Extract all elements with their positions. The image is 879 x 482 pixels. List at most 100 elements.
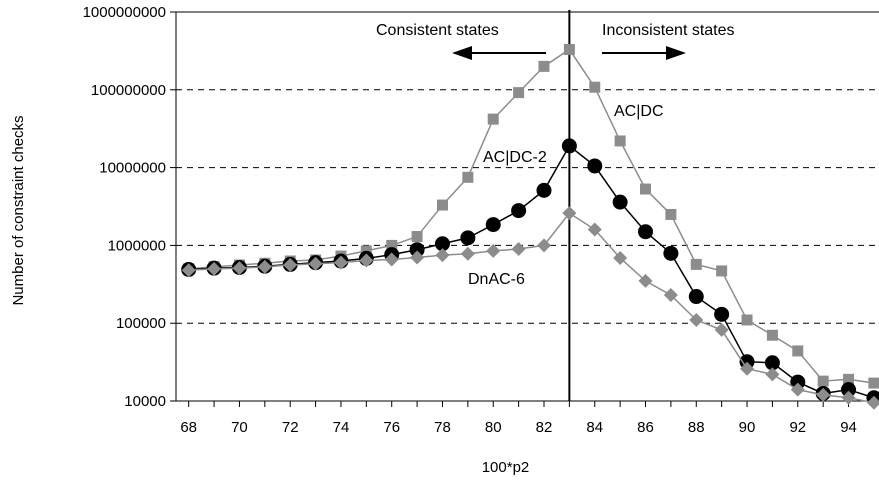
left-arrow-head — [452, 46, 472, 60]
data-point-circle — [841, 382, 857, 398]
data-point-diamond — [308, 256, 323, 271]
data-point-square — [741, 314, 753, 326]
data-point-diamond — [562, 206, 577, 221]
x-tick-label: 72 — [282, 419, 299, 436]
y-tick-label: 1000000 — [108, 237, 166, 254]
inconsistent-states-label: Inconsistent states — [602, 22, 735, 39]
series-ac-dc-2 — [181, 138, 879, 406]
data-point-circle — [612, 194, 628, 210]
data-point-square — [462, 171, 474, 183]
data-point-diamond — [359, 253, 374, 268]
data-point-circle — [536, 182, 552, 198]
x-tick-label: 76 — [383, 419, 400, 436]
data-point-circle — [561, 138, 577, 154]
data-point-square — [513, 87, 525, 99]
data-point-circle — [764, 355, 780, 371]
x-axis-title: 100*p2 — [482, 459, 530, 476]
data-point-square — [589, 81, 601, 93]
data-point-circle — [638, 224, 654, 240]
data-point-diamond — [638, 273, 653, 288]
x-tick-label: 70 — [231, 419, 248, 436]
data-point-diamond — [663, 288, 678, 303]
y-tick-label: 10000000 — [99, 160, 166, 177]
series-line — [188, 48, 875, 384]
data-point-square — [640, 183, 652, 195]
x-tick-label: 90 — [739, 419, 756, 436]
y-tick-label: 10000 — [124, 393, 166, 410]
data-point-diamond — [714, 322, 729, 337]
y-axis-title: Number of constraint checks — [10, 115, 27, 305]
data-point-circle — [460, 230, 476, 246]
data-point-diamond — [841, 390, 856, 405]
data-point-square — [665, 208, 677, 220]
y-tick-label: 100000000 — [91, 82, 166, 99]
data-point-circle — [511, 203, 527, 219]
data-point-diamond — [486, 243, 501, 258]
right-arrow-head — [666, 46, 686, 60]
x-tick-label: 74 — [333, 419, 350, 436]
data-point-diamond — [232, 261, 247, 276]
x-tick-label: 92 — [789, 419, 806, 436]
consistent-states-label: Consistent states — [376, 22, 499, 39]
data-point-diamond — [384, 252, 399, 267]
data-point-square — [436, 199, 448, 211]
data-point-diamond — [511, 241, 526, 256]
data-point-circle — [739, 354, 755, 370]
data-point-circle — [688, 289, 704, 305]
x-tick-label: 86 — [637, 419, 654, 436]
data-point-diamond — [536, 238, 551, 253]
axes: 10000 100000 1000000 10000000 100000000 10000… — [10, 4, 879, 476]
series-group — [181, 43, 879, 410]
data-point-square — [868, 377, 879, 389]
data-point-square — [538, 60, 550, 72]
x-tick-label: 80 — [485, 419, 502, 436]
data-point-square — [716, 265, 728, 277]
data-point-diamond — [410, 250, 425, 265]
data-point-diamond — [816, 387, 831, 402]
x-tick-label: 94 — [840, 419, 857, 436]
data-point-square — [360, 245, 372, 257]
data-point-diamond — [435, 248, 450, 263]
data-point-square — [817, 375, 829, 387]
x-tick-label: 68 — [180, 419, 197, 436]
data-point-diamond — [613, 250, 628, 265]
data-point-square — [766, 329, 778, 341]
series-dnac-6 — [181, 206, 879, 410]
data-point-diamond — [587, 222, 602, 237]
data-point-diamond — [790, 382, 805, 397]
data-point-square — [487, 113, 499, 125]
data-point-diamond — [333, 255, 348, 270]
data-point-square — [563, 43, 575, 55]
data-point-diamond — [181, 263, 196, 278]
series-line — [188, 212, 875, 404]
grid — [176, 89, 879, 324]
data-point-square — [411, 231, 423, 243]
data-point-diamond — [460, 246, 475, 261]
annotations: AC|DC AC|DC-2 DnAC-6 Consistent states Incon… — [376, 22, 735, 288]
y-tick-label: 100000 — [116, 315, 166, 332]
data-point-diamond — [689, 312, 704, 327]
data-point-circle — [434, 236, 450, 252]
data-point-circle — [409, 242, 425, 258]
series-label: AC|DC — [614, 103, 664, 120]
series-line — [188, 144, 875, 399]
y-tick-label: 1000000000 — [83, 4, 166, 21]
x-tick-label: 82 — [536, 419, 553, 436]
data-point-diamond — [765, 367, 780, 382]
data-point-square — [386, 239, 398, 251]
data-point-circle — [714, 306, 730, 322]
data-point-circle — [485, 217, 501, 233]
data-point-square — [792, 345, 804, 357]
data-point-circle — [587, 158, 603, 174]
data-point-circle — [790, 374, 806, 390]
series-label: AC|DC-2 — [483, 149, 547, 166]
data-point-square — [614, 135, 626, 147]
series-label: DnAC-6 — [468, 271, 525, 288]
data-point-circle — [663, 245, 679, 261]
x-tick-label: 88 — [688, 419, 705, 436]
series-ac-dc — [183, 43, 879, 389]
data-point-diamond — [257, 259, 272, 274]
data-point-diamond — [866, 395, 879, 410]
